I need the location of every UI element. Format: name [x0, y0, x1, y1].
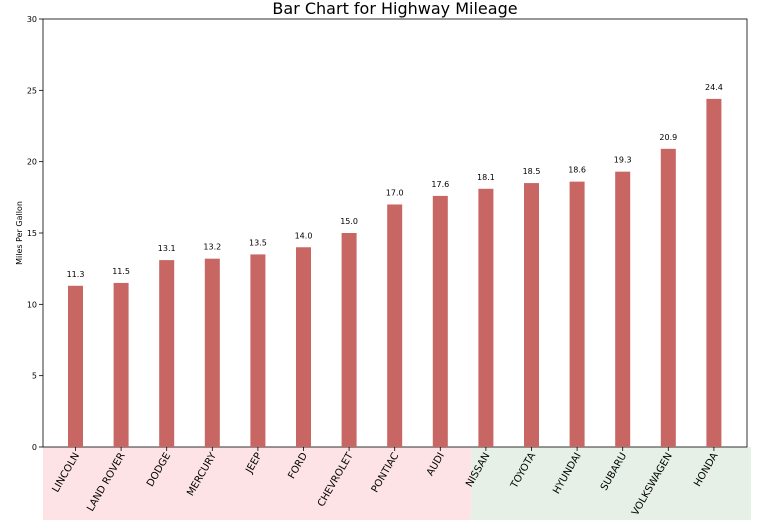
highlight-region-2: [471, 447, 751, 520]
value-label: 24.4: [705, 83, 723, 92]
value-label: 18.6: [568, 166, 586, 175]
bar-nissan: [478, 188, 494, 448]
y-tick-label: 0: [32, 443, 37, 452]
bar-subaru: [615, 171, 631, 448]
bar-jeep: [250, 254, 266, 447]
y-axis-title: Miles Per Gallon: [15, 201, 24, 265]
value-label: 11.5: [112, 267, 130, 276]
chart-title: Bar Chart for Highway Mileage: [272, 0, 517, 18]
value-label: 11.3: [67, 270, 85, 279]
y-axis: 0 5 10 15 20 25 30: [27, 15, 43, 452]
bar-honda: [706, 98, 722, 447]
category-highlight-regions: [43, 447, 751, 520]
bar-toyota: [524, 183, 539, 448]
bar-dodge: [159, 260, 175, 447]
y-tick-label: 5: [32, 372, 37, 381]
value-label: 19.3: [614, 156, 632, 165]
y-tick-label: 20: [27, 158, 37, 167]
bar-audi: [432, 195, 448, 447]
value-label: 18.1: [477, 173, 495, 182]
bar-chevrolet: [341, 233, 357, 447]
value-label: 20.9: [659, 133, 677, 142]
bar-volkswagen: [660, 148, 676, 447]
y-tick-label: 25: [27, 86, 37, 95]
value-label: 17.6: [431, 180, 449, 189]
value-label: 13.1: [158, 244, 176, 253]
bar-lincoln: [68, 285, 83, 447]
value-label: 15.0: [340, 217, 358, 226]
y-tick-label: 10: [27, 300, 37, 309]
bars: [68, 98, 722, 448]
value-label: 17.0: [386, 188, 404, 197]
bar-hyundai: [569, 181, 585, 447]
bar-land-rover: [113, 282, 129, 447]
bar-pontiac: [387, 204, 403, 447]
value-labels: 11.3 11.5 13.1 13.2 13.5 14.0 15.0 17.0 17.6 18.1…: [67, 83, 723, 279]
highlight-region-1: [43, 447, 472, 520]
value-label: 14.0: [295, 231, 313, 240]
bar-ford: [296, 247, 311, 447]
y-tick-label: 30: [27, 15, 37, 24]
value-label: 13.2: [203, 243, 221, 252]
y-tick-label: 15: [27, 229, 37, 238]
value-label: 13.5: [249, 238, 267, 247]
bar-mercury: [204, 258, 220, 447]
value-label: 18.5: [523, 167, 541, 176]
